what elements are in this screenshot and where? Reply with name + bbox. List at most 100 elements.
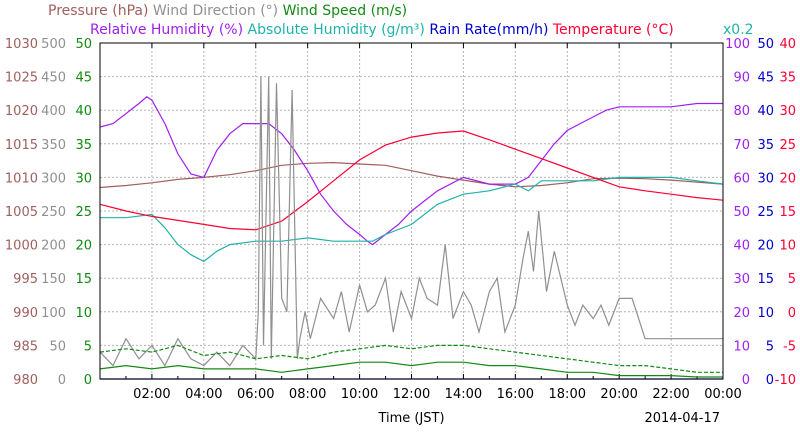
y-tick-wind_direction: 250 <box>41 205 66 220</box>
x-tick-label: 04:00 <box>185 387 222 402</box>
legend-row: Relative Humidity (%) Absolute Humidity … <box>90 22 674 38</box>
y-tick-wind_speed: 10 <box>75 306 92 321</box>
y-tick-humidity: 60 <box>733 171 750 186</box>
plot-frame <box>99 42 724 380</box>
series-wind_speed_solid <box>99 361 723 378</box>
y-tick-pressure: 980 <box>13 373 38 388</box>
y-tick-wind_speed: 30 <box>75 171 92 186</box>
y-tick-wind_direction: 300 <box>41 171 66 186</box>
y-tick-wind_speed: 25 <box>75 205 92 220</box>
y-tick-rain_rate: 25 <box>757 205 774 220</box>
y-tick-temperature: 25 <box>779 138 796 153</box>
y-tick-temperature: 35 <box>779 71 796 86</box>
y-tick-wind_speed: 35 <box>75 138 92 153</box>
y-tick-humidity: 50 <box>733 205 750 220</box>
y-tick-rain_rate: 20 <box>757 239 774 254</box>
chart-header: Pressure (hPa) Wind Direction (°) Wind S… <box>48 3 754 38</box>
date-label: 2014-04-17 <box>644 411 720 426</box>
y-tick-temperature: -10 <box>775 373 796 388</box>
y-tick-pressure: 1025 <box>5 71 38 86</box>
y-tick-humidity: 10 <box>733 339 750 354</box>
y-tick-wind_direction: 450 <box>41 71 66 86</box>
x-tick-label: 16:00 <box>497 387 534 402</box>
x-tick-label: 20:00 <box>600 387 637 402</box>
y-tick-wind_direction: 100 <box>41 306 66 321</box>
y-tick-humidity: 20 <box>733 306 750 321</box>
x-tick-label: 12:00 <box>393 387 430 402</box>
x-axis: 02:00 04:00 06:00 08:00 10:00 12:00 14:00 16:00… <box>125 43 742 402</box>
y-tick-pressure: 990 <box>13 306 38 321</box>
x-tick-label: 06:00 <box>237 387 274 402</box>
legend-entry: Absolute Humidity (g/m³) <box>243 22 425 38</box>
y-tick-temperature: 15 <box>779 205 796 220</box>
y-tick-temperature: 20 <box>779 171 796 186</box>
x-tick-label: 14:00 <box>445 387 482 402</box>
legend-row: Pressure (hPa) Wind Direction (°) Wind S… <box>48 3 407 19</box>
y-tick-wind_direction: 200 <box>41 239 66 254</box>
y-tick-temperature: 10 <box>779 239 796 254</box>
legend-entry: Wind Speed (m/s) <box>278 3 407 19</box>
y-tick-humidity: 70 <box>733 138 750 153</box>
y-tick-pressure: 995 <box>13 272 38 287</box>
y-tick-temperature: 40 <box>779 37 796 52</box>
y-tick-rain_rate: 35 <box>757 138 774 153</box>
series-absolute_humidity <box>100 176 724 263</box>
x-axis-label: Time (JST) <box>377 411 444 426</box>
y-tick-humidity: 80 <box>733 104 750 119</box>
y-tick-wind_direction: 500 <box>41 37 66 52</box>
y-tick-wind_speed: 50 <box>75 37 92 52</box>
y-tick-pressure: 1010 <box>5 171 38 186</box>
y-tick-temperature: 0 <box>788 306 796 321</box>
y-tick-wind_speed: 45 <box>75 71 92 86</box>
y-tick-wind_direction: 350 <box>41 138 66 153</box>
y-tick-rain_rate: 45 <box>757 71 774 86</box>
series-wind_direction <box>99 76 723 367</box>
y-tick-rain_rate: 50 <box>757 37 774 52</box>
y-tick-pressure: 1020 <box>5 104 38 119</box>
y-tick-wind_direction: 50 <box>49 339 66 354</box>
y-tick-wind_direction: 0 <box>58 373 66 388</box>
y-tick-wind_direction: 150 <box>41 272 66 287</box>
y-tick-humidity: 0 <box>742 373 750 388</box>
x-tick-label: 22:00 <box>652 387 689 402</box>
y-tick-rain_rate: 5 <box>766 339 774 354</box>
y-tick-humidity: 90 <box>733 71 750 86</box>
scale-note: x0.2 <box>723 22 754 38</box>
left-axes: 9809859909951000100510101015102010251030… <box>5 37 92 388</box>
right-axes: 0102030405060708090100051015202530354045… <box>725 37 796 388</box>
y-tick-humidity: 40 <box>733 239 750 254</box>
x-tick-label: 08:00 <box>289 387 326 402</box>
y-tick-pressure: 1030 <box>5 37 38 52</box>
y-tick-wind_speed: 20 <box>75 239 92 254</box>
x-tick-label: 10:00 <box>341 387 378 402</box>
y-tick-pressure: 1000 <box>5 239 38 254</box>
y-tick-pressure: 1005 <box>5 205 38 220</box>
y-tick-wind_speed: 15 <box>75 272 92 287</box>
legend-entry: Wind Direction (°) <box>148 3 278 19</box>
y-tick-rain_rate: 30 <box>757 171 774 186</box>
legend-entry: Rain Rate(mm/h) <box>425 22 549 38</box>
legend-entry: Pressure (hPa) <box>48 3 148 19</box>
series-relative_humidity <box>99 96 723 246</box>
y-tick-humidity: 100 <box>725 37 750 52</box>
y-tick-temperature: 5 <box>788 272 796 287</box>
x-tick-label: 02:00 <box>133 387 170 402</box>
y-tick-pressure: 1015 <box>5 138 38 153</box>
y-tick-rain_rate: 40 <box>757 104 774 119</box>
legend-entry: Temperature (°C) <box>548 22 673 38</box>
y-tick-temperature: 30 <box>779 104 796 119</box>
legend-entry: Relative Humidity (%) <box>90 22 243 38</box>
y-tick-wind_speed: 40 <box>75 104 92 119</box>
y-tick-pressure: 985 <box>13 339 38 354</box>
y-tick-temperature: -5 <box>783 339 796 354</box>
y-tick-rain_rate: 15 <box>757 272 774 287</box>
y-tick-rain_rate: 0 <box>766 373 774 388</box>
y-tick-wind_direction: 400 <box>41 104 66 119</box>
x-tick-label: 18:00 <box>549 387 586 402</box>
y-tick-humidity: 30 <box>733 272 750 287</box>
series-temperature <box>99 130 724 231</box>
y-tick-wind_speed: 0 <box>84 373 92 388</box>
y-tick-wind_speed: 5 <box>84 339 92 354</box>
y-tick-rain_rate: 10 <box>757 306 774 321</box>
